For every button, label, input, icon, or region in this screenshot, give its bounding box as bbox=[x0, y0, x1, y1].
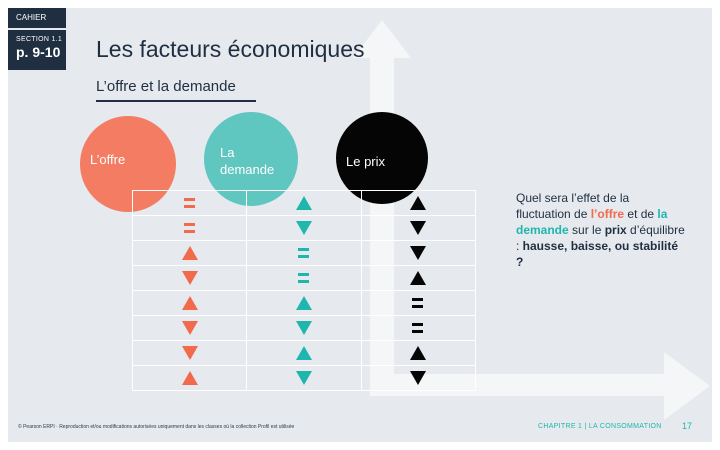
triangle-down-icon bbox=[295, 319, 313, 337]
table-cell-prix bbox=[360, 215, 477, 241]
triangle-down-icon bbox=[181, 319, 199, 337]
question-text: Quel sera l’effet de la fluctuation de l… bbox=[516, 190, 686, 270]
equals-icon bbox=[181, 194, 199, 212]
triangle-down-icon bbox=[295, 369, 313, 387]
page-range: p. 9-10 bbox=[16, 44, 61, 60]
table-cell-prix bbox=[360, 340, 477, 366]
triangle-up-icon bbox=[409, 194, 427, 212]
equals-icon bbox=[409, 294, 427, 312]
slide-title: Les facteurs économiques bbox=[96, 36, 365, 62]
table-cell-offre bbox=[131, 315, 248, 341]
table-cell-demande bbox=[246, 290, 362, 316]
table-cell-demande bbox=[246, 215, 362, 241]
equals-icon bbox=[409, 319, 427, 337]
question-options: hausse, baisse, ou stabilité ? bbox=[516, 239, 679, 269]
table-cell-offre bbox=[131, 365, 248, 391]
question-part-4: d’équilibre : bbox=[516, 223, 685, 253]
question-part-2: et de bbox=[624, 207, 658, 221]
question-offre: l’offre bbox=[590, 207, 625, 221]
triangle-up-icon bbox=[181, 369, 199, 387]
table-cell-prix bbox=[360, 190, 477, 216]
page-number: 17 bbox=[682, 421, 693, 431]
triangle-down-icon bbox=[181, 344, 199, 362]
table-cell-demande bbox=[246, 240, 362, 266]
table-cell-demande bbox=[246, 190, 362, 216]
table-row bbox=[131, 240, 477, 266]
section-badge: SECTION 1.1 p. 9-10 bbox=[8, 30, 66, 70]
triangle-up-icon bbox=[181, 244, 199, 262]
offre-label: L’offre bbox=[90, 152, 126, 167]
table-cell-offre bbox=[131, 240, 248, 266]
table-cell-prix bbox=[360, 315, 477, 341]
table-cell-prix bbox=[360, 265, 477, 291]
table-row bbox=[131, 290, 477, 316]
background-arrow-up-head bbox=[353, 20, 411, 58]
table-cell-offre bbox=[131, 340, 248, 366]
copyright-notice: © Pearson ERPI · Reproduction et/ou modi… bbox=[18, 424, 295, 430]
triangle-up-icon bbox=[295, 294, 313, 312]
table-row bbox=[131, 265, 477, 291]
prix-circle bbox=[336, 112, 428, 204]
table-cell-offre bbox=[131, 215, 248, 241]
table-cell-prix bbox=[360, 290, 477, 316]
triangle-up-icon bbox=[295, 194, 313, 212]
question-part-3: sur le bbox=[568, 223, 605, 237]
table-cell-demande bbox=[246, 365, 362, 391]
table-cell-offre bbox=[131, 265, 248, 291]
table-cell-prix bbox=[360, 365, 477, 391]
chapter-label: CHAPITRE 1 | LA CONSOMMATION bbox=[538, 423, 662, 430]
triangle-up-icon bbox=[409, 269, 427, 287]
slide: CAHIER SECTION 1.1 p. 9-10 Les facteurs … bbox=[8, 8, 712, 442]
question-part-1: Quel sera l’effet de la fluctuation de bbox=[516, 191, 630, 221]
table-row bbox=[131, 340, 477, 366]
table-row bbox=[131, 215, 477, 241]
table-row bbox=[131, 190, 477, 216]
triangle-down-icon bbox=[295, 219, 313, 237]
table-cell-prix bbox=[360, 240, 477, 266]
section-label: SECTION 1.1 bbox=[16, 36, 63, 43]
question-demande: la demande bbox=[516, 207, 668, 237]
triangle-down-icon bbox=[409, 244, 427, 262]
table-cell-demande bbox=[246, 315, 362, 341]
triangle-up-icon bbox=[181, 294, 199, 312]
equals-icon bbox=[181, 219, 199, 237]
equals-icon bbox=[295, 244, 313, 262]
effects-table bbox=[131, 190, 477, 391]
table-cell-demande bbox=[246, 265, 362, 291]
triangle-up-icon bbox=[409, 344, 427, 362]
demande-label: La demande bbox=[220, 145, 275, 177]
table-cell-demande bbox=[246, 340, 362, 366]
table-row bbox=[131, 365, 477, 391]
question-prix: prix bbox=[604, 223, 627, 237]
triangle-down-icon bbox=[181, 269, 199, 287]
cahier-badge: CAHIER bbox=[8, 8, 66, 28]
table-cell-offre bbox=[131, 290, 248, 316]
subtitle-underline bbox=[96, 100, 256, 102]
triangle-down-icon bbox=[409, 369, 427, 387]
triangle-up-icon bbox=[295, 344, 313, 362]
triangle-down-icon bbox=[409, 219, 427, 237]
equals-icon bbox=[295, 269, 313, 287]
prix-label: Le prix bbox=[346, 154, 386, 169]
table-cell-offre bbox=[131, 190, 248, 216]
slide-subtitle: L’offre et la demande bbox=[96, 78, 236, 95]
table-row bbox=[131, 315, 477, 341]
background-arrow-right-head bbox=[664, 352, 710, 420]
